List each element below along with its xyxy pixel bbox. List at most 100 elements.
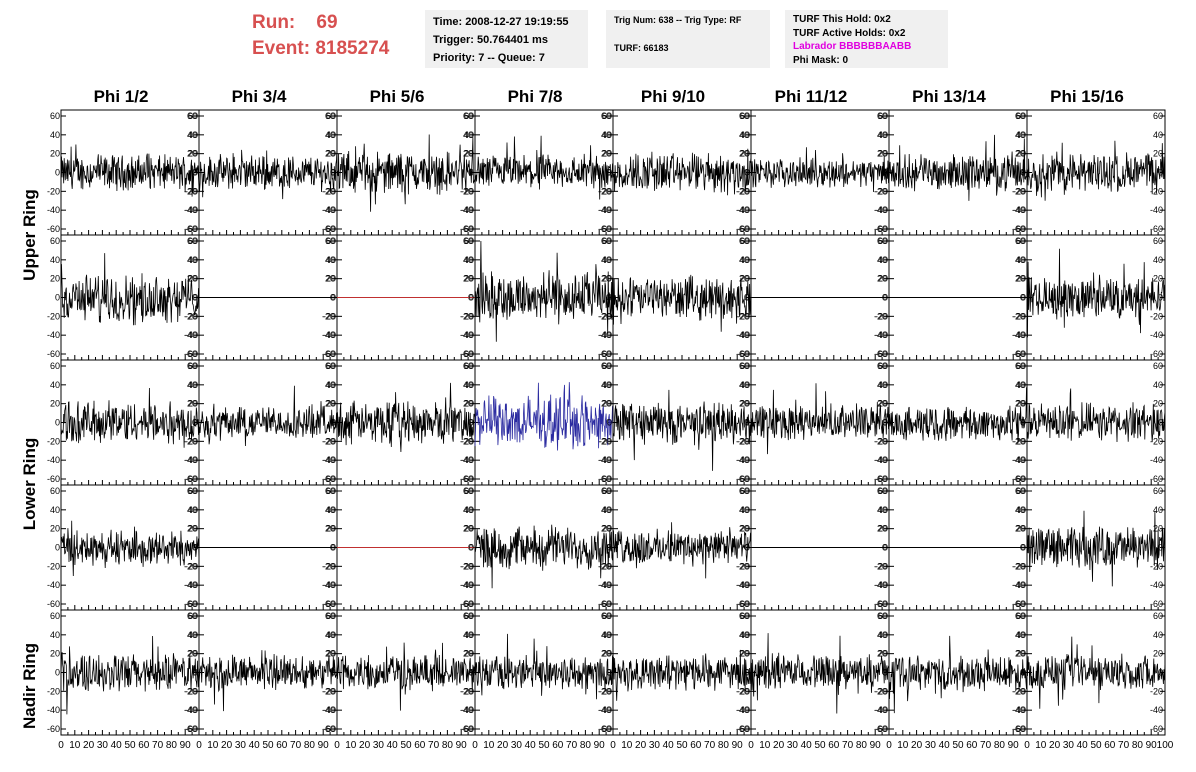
y-tick-label: 40: [50, 505, 60, 515]
y-tick-label-right: -40: [322, 205, 335, 215]
y-tick-label-right: 0: [192, 668, 197, 678]
y-tick-label: 60: [50, 236, 60, 246]
y-tick-label-right: -60: [184, 224, 197, 234]
y-tick-label: -20: [47, 561, 60, 571]
y-tick-label: 20: [1016, 149, 1026, 159]
y-tick-label-right: -20: [874, 436, 887, 446]
x-tick-label: 20: [83, 740, 95, 751]
y-tick-label: -60: [737, 349, 750, 359]
y-tick-label: 0: [1021, 668, 1026, 678]
x-tick-label: 10: [345, 740, 357, 751]
waveform-trace: [336, 382, 476, 453]
y-tick-label-right: -40: [598, 330, 611, 340]
waveform-trace: [1026, 510, 1166, 587]
y-tick-label-right: 20: [739, 274, 749, 284]
panel-lower-1-col5: -60 -60 -40 -40 -20 -20 0 0 20 20 40 40 60 60: [599, 359, 752, 486]
y-tick-label: 40: [602, 380, 612, 390]
y-tick-label: 0: [745, 168, 750, 178]
panel-upper-1-col5: -60 -60 -40 -40 -20 -20 0 0 20 20 40 40 60 60: [599, 109, 752, 236]
x-tick-label: 30: [511, 740, 523, 751]
y-tick-label-right: 60: [739, 486, 749, 496]
x-tick-label: 20: [359, 740, 371, 751]
y-tick-label: 60: [740, 486, 750, 496]
y-tick-label: -20: [599, 436, 612, 446]
y-tick-label: 60: [188, 611, 198, 621]
y-tick-label: 60: [188, 236, 198, 246]
y-tick-label: 60: [602, 236, 612, 246]
y-tick-label-right: -60: [874, 599, 887, 609]
x-tick-label: 60: [552, 740, 564, 751]
y-tick-label-right: 40: [187, 630, 197, 640]
y-tick-label: -20: [1013, 561, 1026, 571]
phi-header-7: Phi 13/14: [912, 87, 986, 106]
y-tick-label: 60: [464, 611, 474, 621]
y-tick-label-right: 20: [601, 399, 611, 409]
y-tick-label-right: -60: [598, 599, 611, 609]
x-tick-label: 50: [400, 740, 412, 751]
x-tick-label: 20: [635, 740, 647, 751]
y-tick-label-right: -60: [460, 224, 473, 234]
y-tick-label-right: 40: [1153, 630, 1163, 640]
y-tick-label: -40: [47, 205, 60, 215]
y-tick-label: -40: [323, 455, 336, 465]
y-tick-label: 40: [740, 255, 750, 265]
y-tick-label-right: -60: [1150, 724, 1163, 734]
y-tick-label-right: 20: [1015, 649, 1025, 659]
y-tick-label-right: -40: [184, 705, 197, 715]
x-tick-label: 60: [1104, 740, 1116, 751]
x-tick-label: 80: [166, 740, 178, 751]
y-tick-label-right: 20: [739, 149, 749, 159]
phi-header-2: Phi 3/4: [231, 87, 287, 106]
y-tick-label-right: -20: [184, 186, 197, 196]
y-tick-label: 40: [464, 505, 474, 515]
y-tick-label-right: 20: [325, 649, 335, 659]
waveform-trace: [612, 649, 752, 701]
y-tick-label: 40: [1016, 505, 1026, 515]
panel-nadir-col7: -60 -60 -40 -40 -20 -20 0 0 20 20 40 40 60 60: [875, 609, 1028, 736]
waveform-trace: [60, 387, 200, 448]
y-tick-label-right: -40: [184, 580, 197, 590]
y-tick-label-right: 40: [1153, 505, 1163, 515]
y-tick-label-right: 60: [187, 236, 197, 246]
y-tick-label-right: 40: [601, 505, 611, 515]
y-tick-label-right: -60: [184, 724, 197, 734]
y-tick-label-right: 40: [325, 130, 335, 140]
y-tick-label-right: -40: [460, 705, 473, 715]
turf-text: TURF: 66183: [614, 43, 669, 53]
y-tick-label: 0: [469, 543, 474, 553]
y-tick-label: -40: [185, 205, 198, 215]
y-tick-label: -20: [185, 186, 198, 196]
y-tick-label-right: -40: [184, 205, 197, 215]
x-tick-label: 40: [939, 740, 951, 751]
x-tick-label: 10: [897, 740, 909, 751]
y-tick-label-right: 20: [463, 524, 473, 534]
y-tick-label-right: 60: [1015, 361, 1025, 371]
y-tick-label: 40: [740, 505, 750, 515]
y-tick-label: -40: [47, 330, 60, 340]
x-tick-label: 30: [235, 740, 247, 751]
panel-lower-1-col3: -60 -60 -40 -40 -20 -20 0 0 20 20 40 40 60 60: [323, 359, 476, 486]
y-tick-label: -20: [737, 561, 750, 571]
x-tick-label: 70: [704, 740, 716, 751]
y-tick-label: -40: [323, 705, 336, 715]
trig-num-text: Trig Num: 638 -- Trig Type: RF: [614, 15, 742, 25]
y-tick-label-right: -60: [1150, 349, 1163, 359]
y-tick-label-right: 20: [877, 274, 887, 284]
x-tick-label: 0: [58, 740, 64, 751]
y-tick-label: 60: [740, 361, 750, 371]
y-tick-label: 40: [50, 630, 60, 640]
y-tick-label-right: 60: [739, 611, 749, 621]
y-tick-label-right: 20: [739, 399, 749, 409]
y-tick-label-right: 40: [463, 130, 473, 140]
y-tick-label-right: -60: [736, 224, 749, 234]
y-tick-label-right: -60: [736, 724, 749, 734]
panel-upper-2-col8: -60 -60 -40 -40 -20 -20 0 0 20 20 40 40 60 60: [1013, 234, 1166, 361]
y-tick-label: 60: [602, 611, 612, 621]
waveform-trace: [1026, 248, 1166, 338]
y-tick-label-right: 20: [601, 524, 611, 534]
y-tick-label: 40: [188, 380, 198, 390]
y-tick-label: -40: [47, 455, 60, 465]
y-tick-label-right: 40: [325, 630, 335, 640]
y-tick-label: 40: [326, 255, 336, 265]
y-tick-label-right: -20: [184, 436, 197, 446]
